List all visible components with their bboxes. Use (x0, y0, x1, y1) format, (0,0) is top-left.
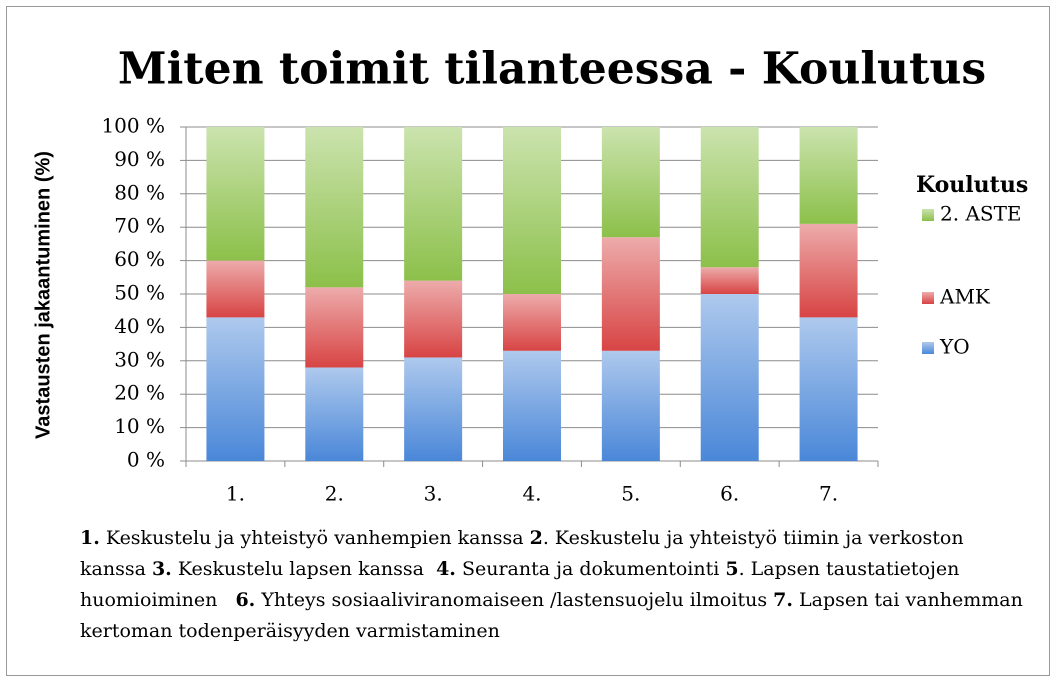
bar-segment (503, 350, 561, 461)
caption-number: 6. (235, 589, 256, 611)
y-tick-label: 30 % (114, 347, 165, 371)
bar-segment (206, 317, 265, 461)
caption-number: 3. (151, 558, 172, 580)
x-tick-label: 4. (522, 482, 541, 506)
x-tick-label: 1. (226, 482, 245, 506)
caption-text: . Keskustelu ja yhteistyö tiimin ja verk… (80, 527, 970, 580)
caption-number: 7. (773, 589, 793, 611)
bar-segment (404, 280, 463, 358)
caption-text: Seuranta ja dokumentointi (455, 558, 726, 580)
legend-swatch (922, 342, 934, 354)
y-tick-label: 40 % (114, 314, 165, 338)
caption-text: Lapsen tai vanhemman kertoman todenperäi… (80, 589, 1029, 642)
bar-segment (503, 294, 561, 351)
y-tick-label: 50 % (114, 281, 165, 305)
bar-segment (206, 260, 265, 318)
caption-number: 4. (436, 558, 456, 580)
y-tick-label: 0 % (127, 448, 165, 472)
legend-label: AMK (939, 285, 991, 309)
caption-text: . Lapsen taustatietojen huomioiminen (80, 558, 966, 611)
bar-segment (305, 367, 364, 461)
bar-segment (305, 127, 364, 288)
bar-segment (799, 317, 858, 461)
bar-segment (799, 127, 858, 224)
caption-number: 2 (529, 527, 543, 549)
bar-segment (601, 350, 660, 461)
legend-swatch (922, 292, 934, 304)
x-tick-label: 2. (325, 482, 344, 506)
legend-swatch (922, 209, 934, 221)
legend-label: YO (939, 335, 970, 359)
bar-segment (503, 127, 561, 294)
y-tick-label: 80 % (114, 180, 165, 204)
bar-segment (305, 287, 364, 368)
y-tick-label: 60 % (114, 247, 165, 271)
chart-title: Miten toimit tilanteessa - Koulutus (118, 44, 986, 95)
bar-segment (404, 127, 463, 281)
caption: 1. Keskustelu ja yhteistyö vanhempien ka… (80, 523, 1025, 647)
x-tick-label: 3. (424, 482, 443, 506)
caption-text: Keskustelu ja yhteistyö vanhempien kanss… (99, 527, 530, 549)
caption-number: 1. (80, 527, 100, 549)
bar-segment (700, 127, 759, 268)
y-tick-label: 90 % (114, 147, 165, 171)
bar-segment (700, 294, 759, 461)
y-tick-label: 70 % (114, 214, 165, 238)
x-tick-label: 6. (720, 482, 739, 506)
bar-segment (206, 127, 265, 261)
bar-segment (601, 127, 660, 238)
caption-text: Keskustelu lapsen kanssa (171, 558, 437, 580)
legend-label: 2. ASTE (940, 202, 1022, 226)
legend-title: Koulutus (916, 172, 1028, 198)
bar-segment (404, 357, 463, 461)
bar-segment (700, 267, 759, 294)
y-tick-label: 100 % (101, 114, 165, 138)
x-tick-label: 5. (621, 482, 640, 506)
y-tick-label: 20 % (114, 381, 165, 405)
caption-number: 5 (725, 558, 739, 580)
x-tick-label: 7. (819, 482, 838, 506)
bar-segment (601, 237, 660, 351)
bar-segment (799, 223, 858, 318)
y-tick-label: 10 % (114, 414, 165, 438)
caption-text: Yhteys sosiaaliviranomaiseen /lastensuoj… (255, 589, 774, 611)
y-axis-label: Vastausten jakaantuminen (%) (32, 151, 54, 439)
